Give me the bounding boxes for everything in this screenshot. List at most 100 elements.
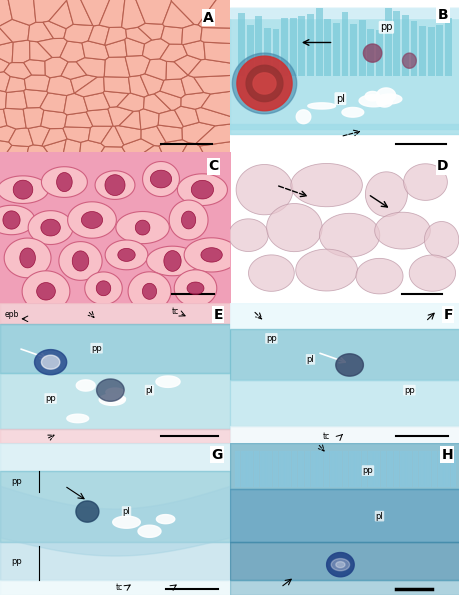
Polygon shape: [376, 94, 401, 104]
Polygon shape: [142, 283, 156, 299]
Text: pl: pl: [306, 355, 313, 364]
Text: tc: tc: [172, 308, 179, 317]
Polygon shape: [236, 56, 291, 111]
Polygon shape: [424, 221, 458, 258]
Polygon shape: [364, 172, 407, 217]
Polygon shape: [409, 255, 454, 292]
Text: pp: pp: [362, 466, 373, 475]
Text: pl: pl: [123, 507, 130, 516]
Polygon shape: [106, 388, 124, 396]
Text: pl: pl: [335, 93, 344, 104]
Polygon shape: [376, 88, 395, 103]
Text: pp: pp: [11, 557, 22, 566]
Polygon shape: [330, 559, 349, 571]
Polygon shape: [191, 180, 213, 199]
Polygon shape: [335, 562, 344, 568]
Polygon shape: [335, 354, 363, 376]
Polygon shape: [135, 220, 150, 235]
Polygon shape: [105, 175, 125, 196]
Polygon shape: [402, 53, 415, 68]
Polygon shape: [96, 379, 124, 401]
Polygon shape: [67, 414, 89, 422]
Polygon shape: [228, 219, 268, 252]
Text: G: G: [211, 448, 223, 462]
Text: pp: pp: [403, 386, 414, 394]
Polygon shape: [41, 219, 60, 236]
Polygon shape: [59, 242, 102, 280]
Polygon shape: [403, 164, 447, 201]
Polygon shape: [20, 248, 35, 268]
Polygon shape: [95, 171, 134, 199]
Polygon shape: [174, 270, 216, 307]
Polygon shape: [358, 95, 388, 107]
Polygon shape: [128, 272, 171, 311]
Polygon shape: [118, 248, 135, 261]
Text: pp: pp: [11, 477, 22, 486]
Polygon shape: [81, 212, 102, 228]
Text: epb: epb: [5, 310, 19, 319]
Polygon shape: [177, 174, 227, 205]
Polygon shape: [28, 211, 73, 245]
Text: H: H: [441, 448, 452, 462]
Polygon shape: [13, 180, 33, 199]
Polygon shape: [355, 258, 402, 294]
Polygon shape: [235, 164, 292, 215]
Polygon shape: [266, 203, 321, 252]
Polygon shape: [34, 350, 67, 375]
Text: pp: pp: [45, 394, 56, 403]
Text: C: C: [208, 159, 218, 173]
Text: tc: tc: [116, 583, 123, 592]
Polygon shape: [181, 211, 195, 229]
Text: pl: pl: [146, 386, 153, 394]
Polygon shape: [116, 211, 169, 244]
Polygon shape: [4, 238, 51, 278]
Polygon shape: [246, 65, 282, 102]
Polygon shape: [84, 272, 122, 305]
Polygon shape: [169, 200, 207, 240]
Polygon shape: [72, 251, 89, 271]
Polygon shape: [105, 240, 148, 270]
Polygon shape: [252, 73, 275, 94]
Polygon shape: [41, 355, 60, 369]
Polygon shape: [146, 246, 198, 275]
Polygon shape: [376, 96, 392, 107]
Polygon shape: [295, 249, 357, 291]
Polygon shape: [96, 281, 111, 296]
Polygon shape: [0, 176, 48, 203]
Polygon shape: [201, 248, 222, 262]
Polygon shape: [76, 380, 95, 391]
Polygon shape: [341, 108, 363, 117]
Polygon shape: [232, 53, 296, 114]
Polygon shape: [0, 205, 35, 235]
Polygon shape: [138, 525, 161, 537]
Polygon shape: [187, 282, 203, 295]
Polygon shape: [104, 395, 125, 402]
Text: pp: pp: [379, 22, 392, 32]
Polygon shape: [363, 44, 381, 62]
Polygon shape: [150, 170, 171, 188]
Polygon shape: [307, 103, 335, 109]
Text: pp: pp: [265, 334, 276, 343]
Polygon shape: [156, 515, 174, 524]
Text: A: A: [203, 11, 213, 24]
Text: pl: pl: [375, 512, 382, 521]
Polygon shape: [37, 283, 55, 300]
Text: pp: pp: [91, 344, 102, 353]
Polygon shape: [163, 250, 181, 271]
Polygon shape: [76, 501, 99, 522]
Polygon shape: [142, 161, 179, 196]
Polygon shape: [326, 553, 353, 577]
Text: B: B: [437, 8, 448, 21]
Polygon shape: [22, 271, 70, 312]
Text: D: D: [436, 159, 448, 173]
Polygon shape: [290, 164, 362, 206]
Polygon shape: [248, 255, 294, 292]
Polygon shape: [56, 173, 72, 192]
Polygon shape: [41, 167, 87, 198]
Text: F: F: [442, 308, 452, 322]
Polygon shape: [319, 214, 379, 257]
Text: tc: tc: [322, 432, 330, 441]
Polygon shape: [374, 212, 430, 249]
Polygon shape: [184, 238, 239, 272]
Polygon shape: [3, 211, 20, 229]
